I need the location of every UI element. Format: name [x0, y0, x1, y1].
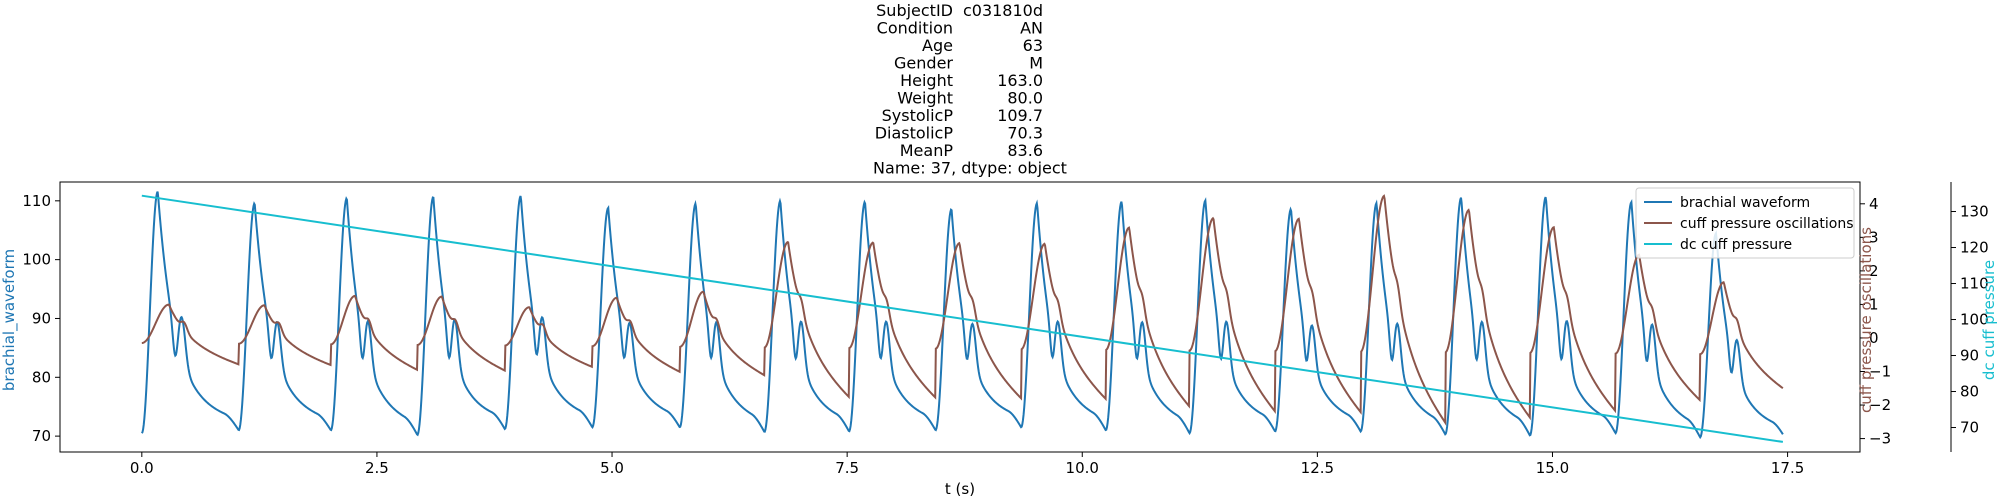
y-right2-tick-label: 90 [1960, 347, 1979, 365]
legend-entry: brachial waveform [1680, 195, 1810, 211]
y-left-tick-label: 70 [32, 427, 51, 445]
x-tick-label: 2.5 [365, 459, 389, 477]
title-value: 80.0 [1007, 89, 1043, 108]
y-right1-tick-label: 4 [1869, 195, 1879, 213]
legend-box [1635, 187, 1855, 259]
y-left-tick-label: 110 [22, 192, 51, 210]
y-right1-tick-label: 2 [1869, 262, 1879, 280]
title-key: DiastolicP [875, 124, 954, 143]
chart-title: SubjectID c031810d Condition AN Age 63 Gender M… [873, 1, 1067, 178]
y-axis-label-right-oscillations: cuff pressure oscillations [1857, 227, 1875, 413]
y-right1-tick-label: 3 [1869, 228, 1879, 246]
y-right2-tick-label: 120 [1960, 239, 1989, 257]
title-value: 83.6 [1007, 141, 1043, 160]
title-value: c031810d [963, 1, 1043, 20]
title-value: 70.3 [1007, 124, 1043, 143]
x-axis-label: t (s) [945, 480, 975, 498]
title-value: 109.7 [997, 106, 1043, 125]
y-axis-label-left: brachial_waveform [0, 249, 19, 391]
legend: brachial waveform cuff pressure oscillati… [1635, 187, 1855, 259]
y-right2-tick-label: 130 [1960, 203, 1989, 221]
series-line-cuff-pressure-oscillations [141, 194, 1784, 426]
y-right2-tick-label: 100 [1960, 311, 1989, 329]
x-tick-label: 15.0 [1536, 459, 1569, 477]
y-right2-tick-label: 110 [1960, 275, 1989, 293]
title-value: 63 [1023, 36, 1043, 55]
series-line-brachial-waveform [140, 191, 1784, 440]
y-axis-label-right-dc: dc cuff pressure [1980, 260, 1998, 380]
legend-entry: cuff pressure oscillations [1680, 216, 1854, 232]
title-key: Height [900, 71, 953, 90]
x-tick-label: 17.5 [1771, 459, 1804, 477]
y-left-tick-label: 90 [32, 309, 51, 327]
axes-layer: 0.0 2.5 5.0 7.5 10.0 12.5 15.0 17.5708090100110… [22, 181, 1989, 477]
x-tick-label: 12.5 [1301, 459, 1334, 477]
y-right2-tick-label: 80 [1960, 383, 1979, 401]
x-tick-label: 0.0 [130, 459, 154, 477]
y-left-tick-label: 100 [22, 251, 51, 269]
title-key: Condition [877, 19, 953, 38]
x-tick-label: 5.0 [600, 459, 624, 477]
y-right1-tick-label: 1 [1869, 295, 1879, 313]
plot-frame [59, 181, 1861, 453]
y-right1-tick-label: 0 [1869, 329, 1879, 347]
legend-entry: dc cuff pressure [1680, 237, 1792, 253]
title-value: AN [1020, 19, 1043, 38]
x-tick-label: 10.0 [1066, 459, 1099, 477]
series-layer [140, 191, 1784, 443]
title-key: SubjectID [876, 1, 953, 20]
series-line-dc-cuff-pressure [141, 194, 1784, 443]
title-key: Gender [894, 54, 953, 73]
title-value: M [1029, 54, 1043, 73]
title-key: Age [922, 36, 953, 55]
title-key: MeanP [900, 141, 954, 160]
title-key: SystolicP [882, 106, 954, 125]
title-key: Weight [897, 89, 953, 108]
title-value: 163.0 [997, 71, 1043, 90]
y-right1-tick-label: −3 [1869, 430, 1891, 448]
y-right1-tick-label: −1 [1869, 363, 1891, 381]
title-footer: Name: 37, dtype: object [873, 159, 1067, 178]
y-right2-tick-label: 70 [1960, 419, 1979, 437]
y-left-tick-label: 80 [32, 368, 51, 386]
x-tick-label: 7.5 [835, 459, 859, 477]
y-right1-tick-label: −2 [1869, 396, 1891, 414]
